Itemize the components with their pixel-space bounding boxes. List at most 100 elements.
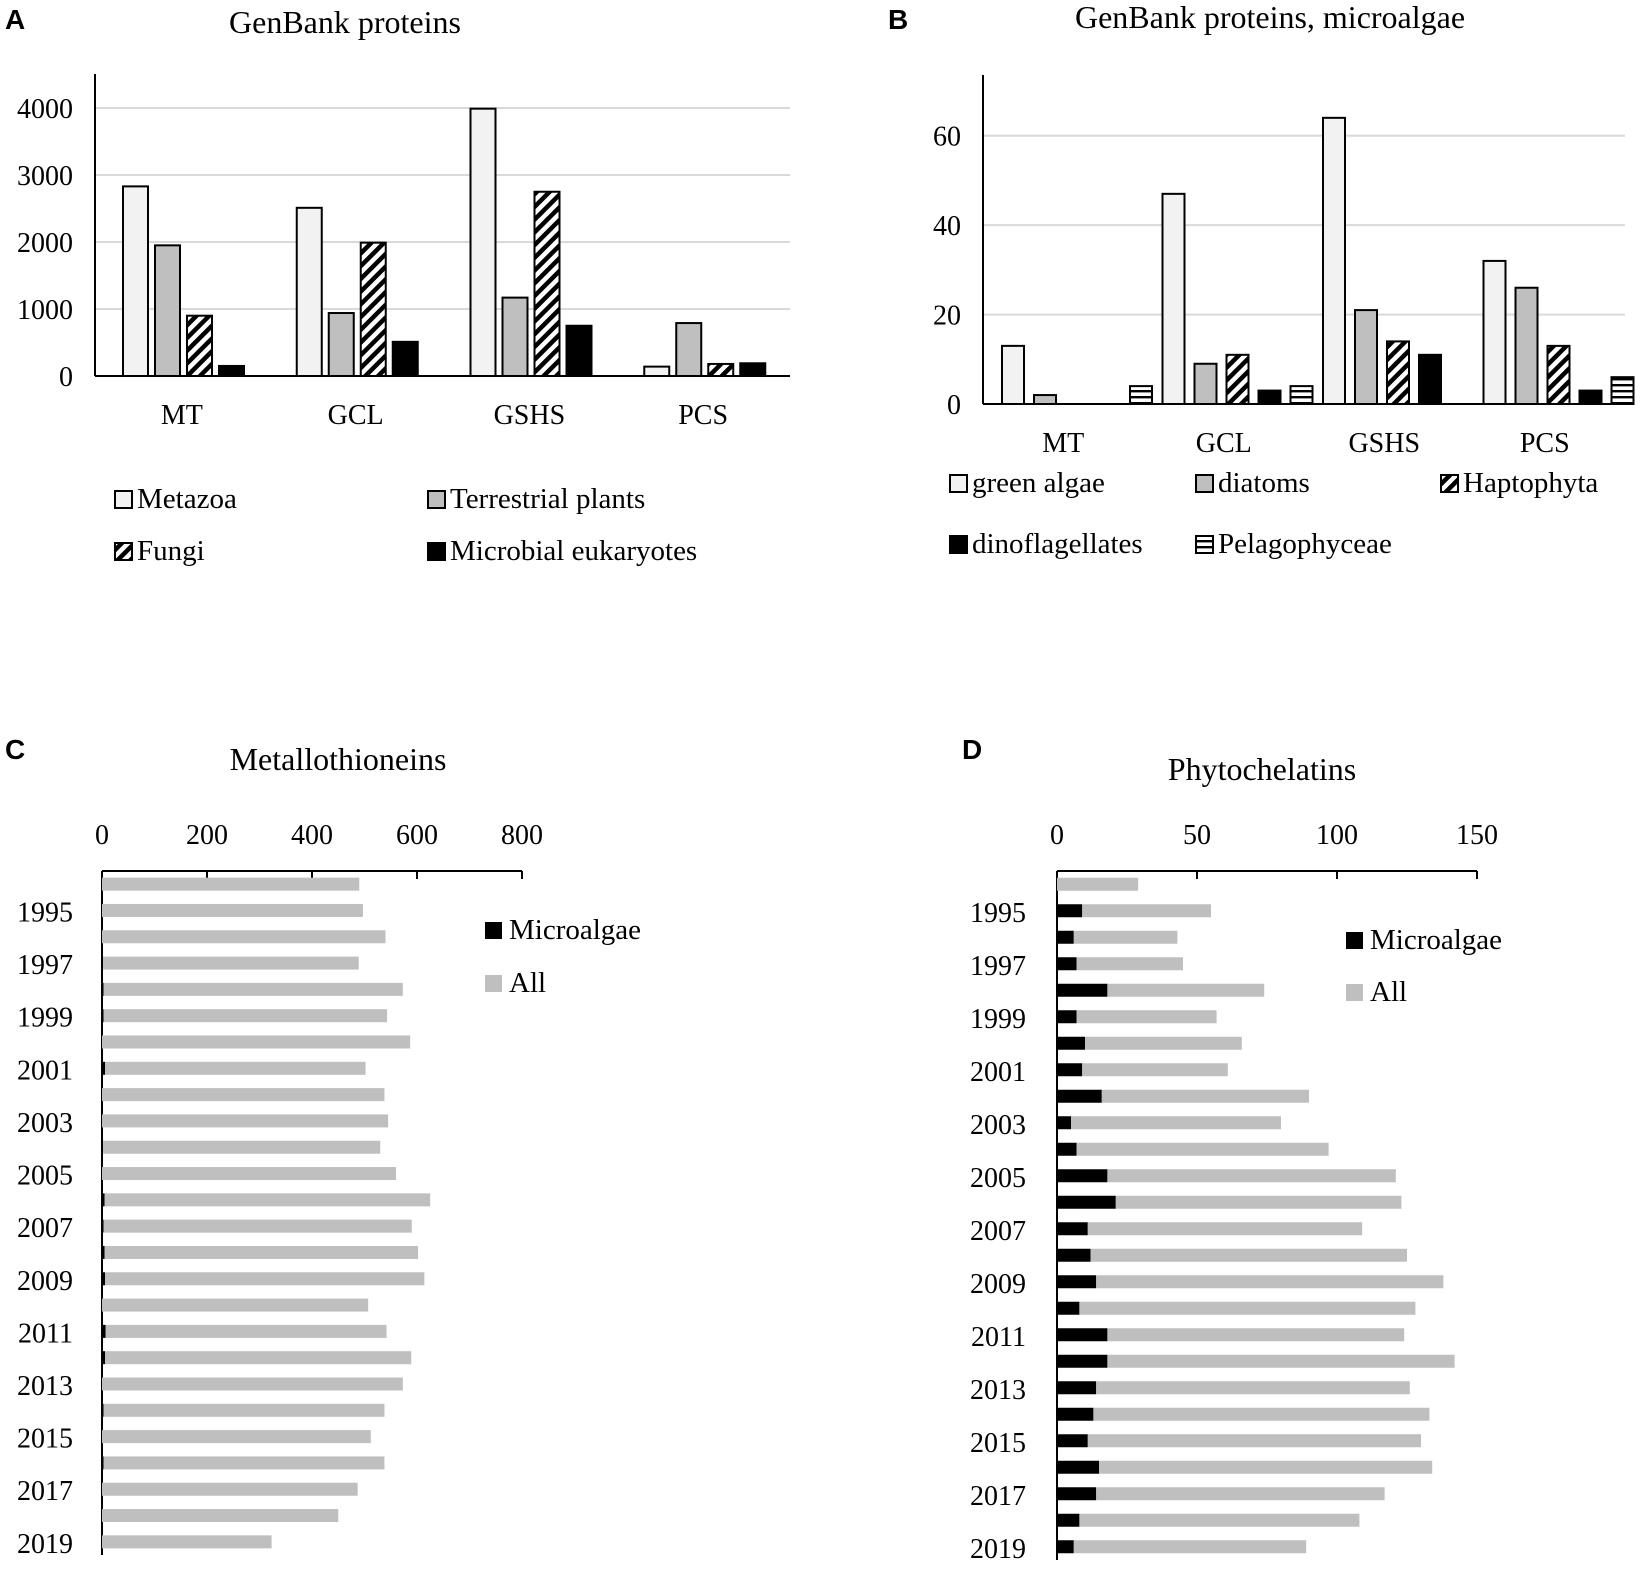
category-label: GSHS (1348, 428, 1420, 459)
bar-mid (1033, 394, 1057, 405)
category-label: GCL (328, 400, 384, 431)
year-label: 2003 (17, 1108, 73, 1139)
bar-light (643, 365, 671, 377)
bar-microalgae (1057, 1169, 1108, 1183)
legend-label: Metazoa (137, 483, 237, 515)
chart-title-b: GenBank proteins, microalgae (1075, 0, 1465, 35)
bar-microalgae (102, 1193, 105, 1207)
y-tick-label: 60 (933, 122, 961, 153)
bar-microalgae (102, 1324, 106, 1338)
category-label: PCS (1520, 428, 1570, 459)
year-label: 2019 (17, 1529, 73, 1560)
year-label: 1997 (17, 950, 73, 981)
hbar-chart-d: 0 50 100 150 1995 1997 1999 2001 2003 2005 2007 200… (970, 820, 1502, 1565)
bar-all (102, 1377, 403, 1391)
year-label: 2003 (970, 1110, 1026, 1141)
bar-all (1079, 1301, 1416, 1315)
bar-all (1071, 1116, 1281, 1130)
panel-letter-c: C (5, 734, 25, 765)
panel-letter-b: B (888, 4, 908, 35)
bar-microalgae (1057, 957, 1077, 971)
panel-letter-a: A (5, 4, 25, 35)
bar-all (104, 1193, 431, 1207)
bar-dark (565, 324, 593, 377)
bar-all (102, 877, 360, 891)
legend-swatch (949, 535, 968, 554)
legend-label: All (1370, 976, 1407, 1008)
year-label: 2017 (970, 1481, 1026, 1512)
bar-light (469, 107, 497, 377)
y-tick-label: 0 (59, 362, 73, 393)
bar-all (1096, 1381, 1410, 1395)
bar-microalgae (102, 982, 104, 996)
bar-microalgae (1057, 1513, 1080, 1527)
year-label: 2019 (970, 1534, 1026, 1565)
legend-swatch (485, 975, 502, 992)
bar-all (1107, 1169, 1396, 1183)
bar-all (105, 1351, 412, 1365)
bar-hatch-diag (186, 314, 213, 378)
year-label: 2013 (17, 1371, 73, 1402)
legend-label: Microalgae (509, 914, 641, 946)
year-label: 1995 (17, 897, 73, 928)
bar-light (1001, 344, 1025, 405)
bar-all (105, 1272, 425, 1286)
bar-hatch-horiz (1610, 376, 1635, 405)
bar-hatch-horiz (1289, 385, 1314, 406)
bar-microalgae (1057, 1089, 1102, 1103)
bar-all (102, 1167, 396, 1181)
legend-label: All (509, 967, 546, 999)
bar-all (102, 1088, 385, 1102)
year-label: 1995 (970, 898, 1026, 929)
bar-all (1107, 1354, 1455, 1368)
x-tick-label: 50 (1183, 820, 1211, 851)
category-label: GSHS (494, 400, 566, 431)
legend-swatch (114, 542, 133, 561)
y-tick-label: 1000 (17, 295, 73, 326)
legend-swatch (427, 542, 446, 561)
bar-all (102, 930, 386, 944)
panel-c: C Metallothioneins 0 200 400 600 800 1995 1997… (5, 734, 641, 1560)
legend-label: Microalgae (1370, 924, 1502, 956)
bar-microalgae (102, 1061, 106, 1075)
x-tick-label: 0 (95, 820, 109, 851)
year-label: 2013 (970, 1375, 1026, 1406)
bar-all (1082, 904, 1211, 918)
year-label: 1999 (17, 1003, 73, 1034)
y-tick-label: 40 (933, 211, 961, 242)
bar-all (102, 1430, 371, 1444)
bar-all (1101, 1089, 1309, 1103)
panel-a: A GenBank proteins 0 1000 2000 3000 4000 MT GC… (5, 4, 790, 567)
bar-microalgae (1057, 1063, 1083, 1077)
bar-microalgae (102, 1272, 106, 1286)
year-label: 2007 (17, 1213, 73, 1244)
bar-microalgae (102, 1140, 104, 1154)
bar-all (1057, 877, 1139, 891)
legend-swatch (114, 490, 133, 509)
year-label: 2001 (17, 1055, 73, 1086)
bar-microalgae (1057, 1381, 1097, 1395)
bar-light (122, 185, 149, 377)
year-label: 1997 (970, 951, 1026, 982)
bar-hatch-diag (1546, 344, 1571, 405)
bar-dark (1578, 389, 1603, 406)
bar-mid (1354, 309, 1378, 406)
bar-microalgae (1057, 1487, 1097, 1501)
bar-microalgae (102, 1403, 104, 1417)
bar-all (1076, 957, 1183, 971)
bar-all (104, 1245, 419, 1259)
bar-all (103, 982, 403, 996)
bar-all (1082, 1063, 1228, 1077)
category-label: MT (1042, 428, 1084, 459)
legend-swatch (427, 490, 446, 509)
y-tick-label: 4000 (17, 94, 73, 125)
bar-all (1099, 1460, 1433, 1474)
bar-all (103, 956, 359, 970)
bar-all (1073, 930, 1178, 944)
bar-all (103, 1456, 385, 1470)
bar-all (1076, 1010, 1217, 1024)
bar-microalgae (1057, 1407, 1094, 1421)
bar-all (1093, 1407, 1430, 1421)
legend-label: dinoflagellates (972, 528, 1143, 560)
bar-microalgae (102, 1456, 104, 1470)
